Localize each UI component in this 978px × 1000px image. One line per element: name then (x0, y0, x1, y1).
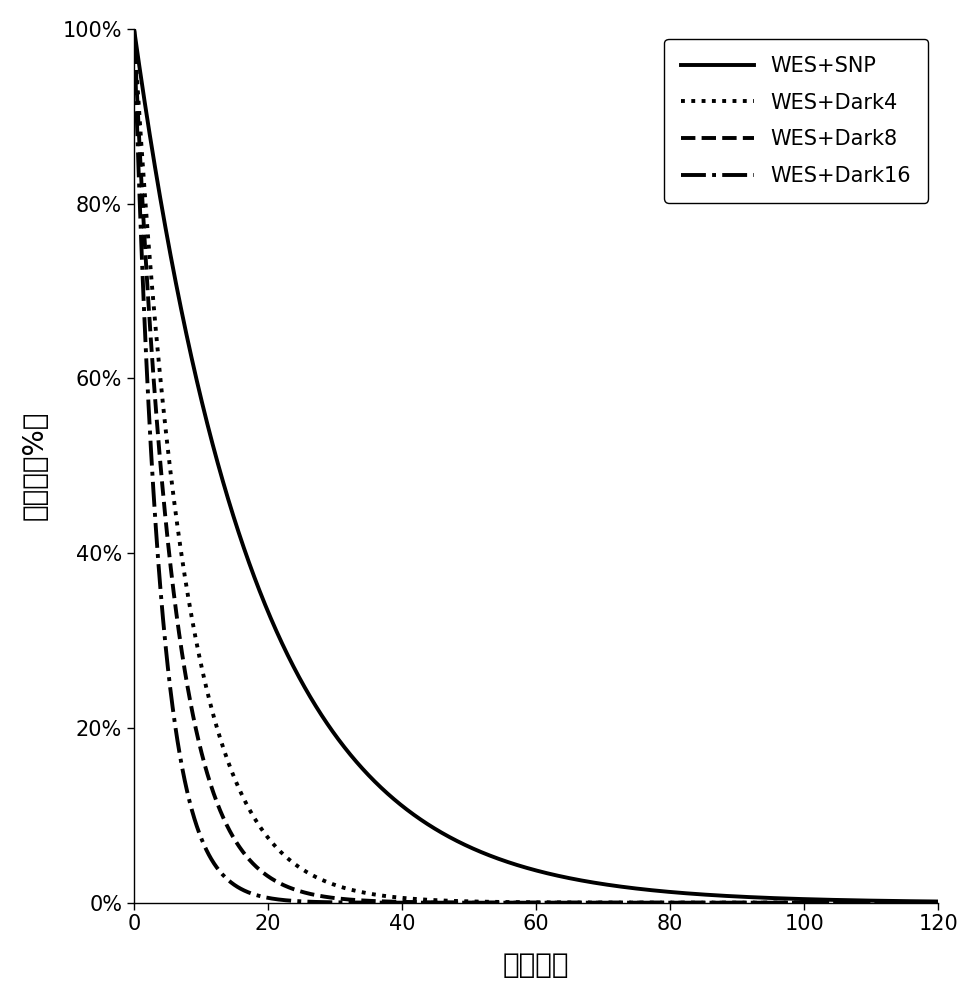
WES+Dark16 (169, 719, 181, 731)
WES+Dark16 (761, 897, 773, 909)
WES+Dark8 (909, 897, 920, 909)
WES+SNP (931, 896, 943, 908)
Legend: WES+SNP, WES+Dark4, WES+Dark8, WES+Dark16: WES+SNP, WES+Dark4, WES+Dark8, WES+Dark1… (664, 39, 927, 203)
WES+Dark4 (931, 897, 943, 909)
WES+Dark16 (128, 23, 140, 35)
WES+Dark8 (518, 897, 530, 909)
WES+SNP (498, 855, 510, 867)
WES+Dark4 (761, 897, 773, 909)
WES+Dark8 (761, 897, 773, 909)
Y-axis label: 覆盖度（%）: 覆盖度（%） (21, 411, 49, 520)
WES+SNP (909, 895, 920, 907)
WES+Dark16 (498, 897, 510, 909)
WES+Dark16 (908, 897, 919, 909)
WES+Dark4 (169, 502, 181, 514)
WES+Dark8 (931, 897, 943, 909)
WES+Dark16 (909, 897, 920, 909)
Line: WES+Dark8: WES+Dark8 (134, 29, 937, 903)
Line: WES+Dark16: WES+Dark16 (134, 29, 937, 903)
WES+Dark4 (518, 896, 530, 908)
X-axis label: 测序深度: 测序深度 (503, 951, 569, 979)
WES+Dark16 (931, 897, 943, 909)
WES+SNP (518, 861, 530, 873)
WES+Dark16 (518, 897, 530, 909)
Line: WES+Dark4: WES+Dark4 (134, 29, 937, 903)
Line: WES+SNP: WES+SNP (134, 29, 937, 902)
WES+Dark8 (498, 897, 510, 909)
WES+Dark8 (908, 897, 919, 909)
WES+Dark4 (128, 23, 140, 35)
WES+Dark4 (909, 897, 920, 909)
WES+Dark8 (169, 597, 181, 609)
WES+SNP (169, 273, 181, 285)
WES+SNP (128, 23, 140, 35)
WES+Dark4 (498, 896, 510, 908)
WES+SNP (761, 892, 773, 904)
WES+Dark4 (908, 897, 919, 909)
WES+Dark8 (128, 23, 140, 35)
WES+SNP (908, 895, 919, 907)
